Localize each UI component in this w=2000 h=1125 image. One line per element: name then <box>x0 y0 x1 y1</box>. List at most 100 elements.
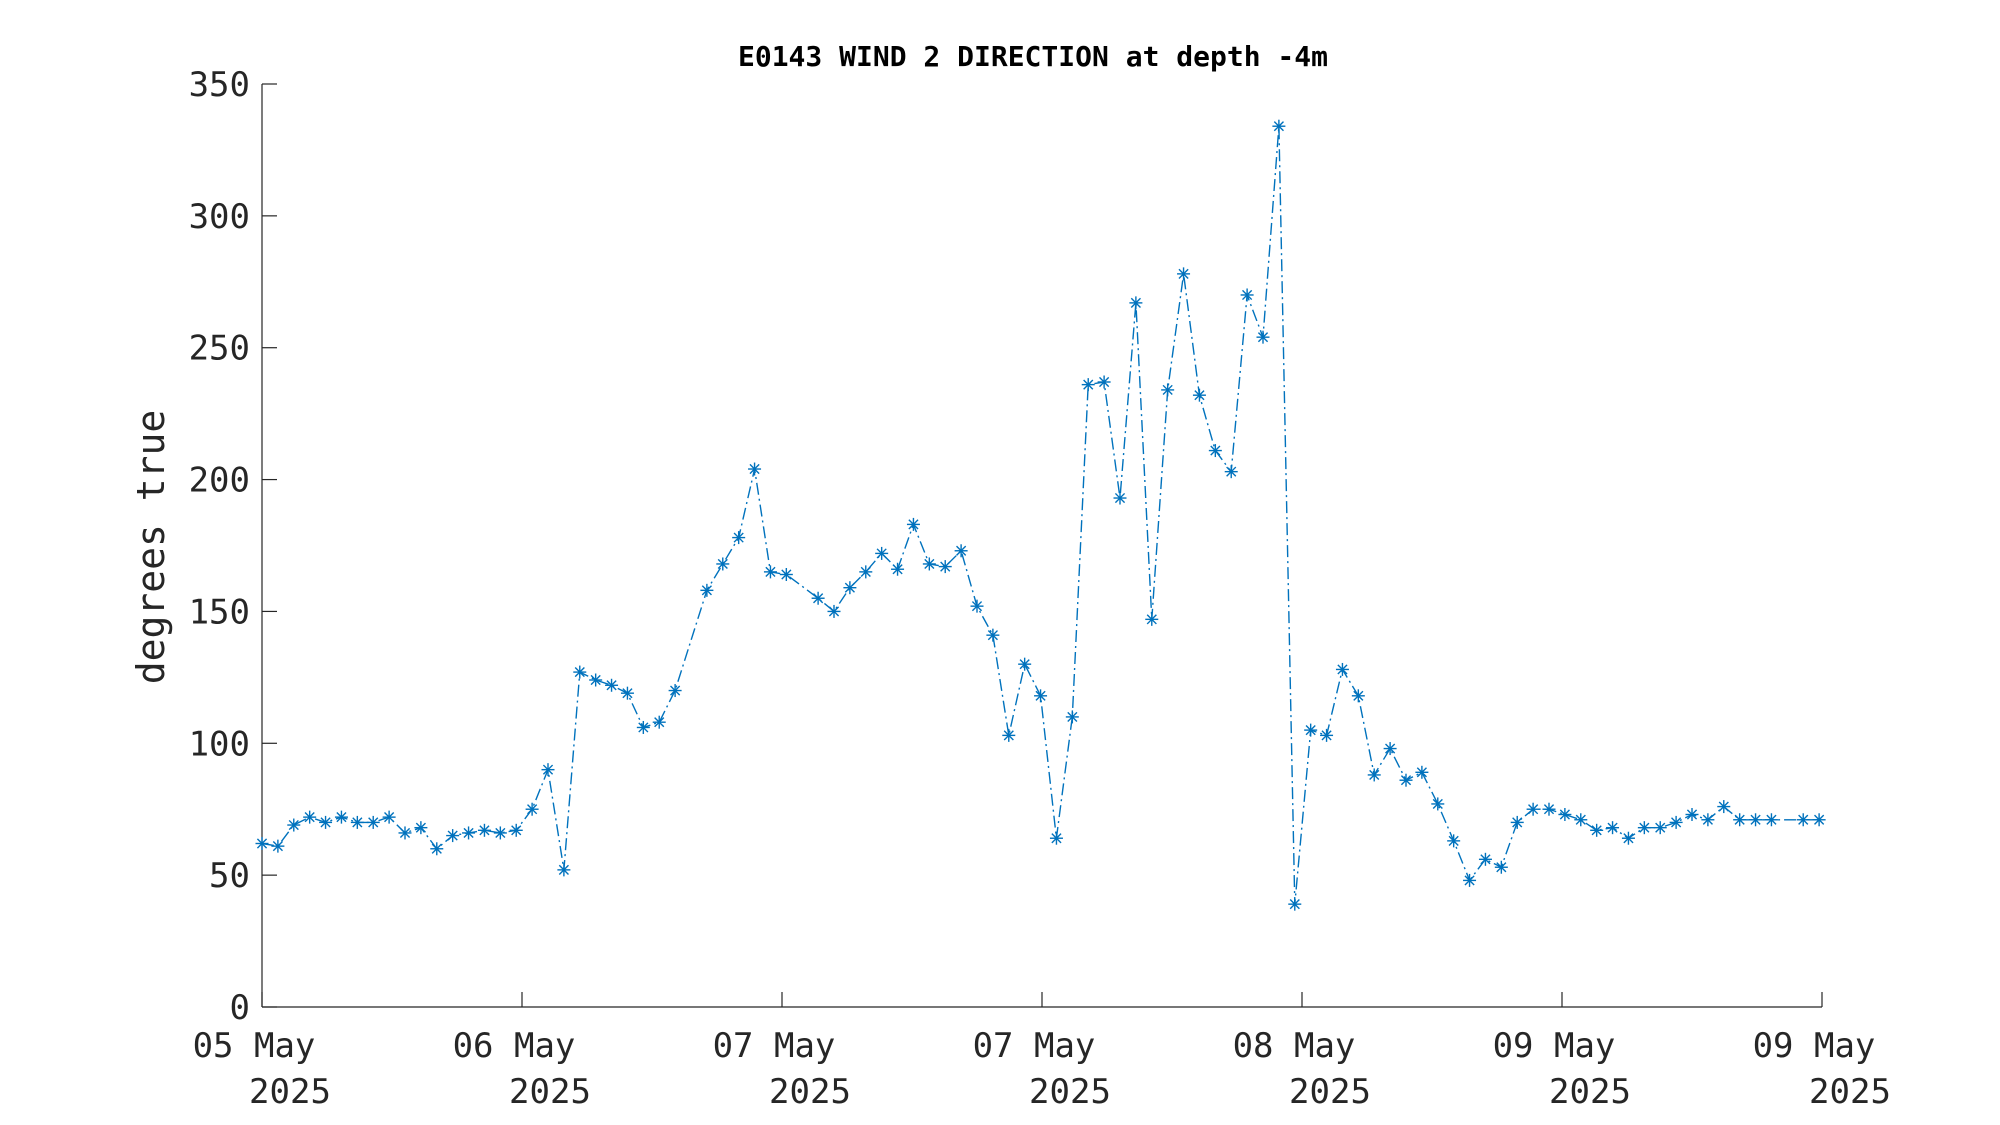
data-point <box>1208 444 1222 458</box>
data-point <box>1288 897 1302 911</box>
data-point <box>906 517 920 531</box>
data-point <box>509 823 523 837</box>
data-point <box>1574 813 1588 827</box>
data-point <box>1383 742 1397 756</box>
data-point <box>1717 800 1731 814</box>
data-point <box>891 562 905 576</box>
x-tick-label-year: 2025 <box>249 1072 331 1112</box>
data-point <box>1367 768 1381 782</box>
x-tick-label-year: 2025 <box>1549 1072 1631 1112</box>
data-point <box>350 815 364 829</box>
data-point <box>748 462 762 476</box>
data-point <box>1685 807 1699 821</box>
data-point <box>811 591 825 605</box>
data-point <box>1463 873 1477 887</box>
data-point <box>922 557 936 571</box>
data-point <box>1097 375 1111 389</box>
x-tick-label-year: 2025 <box>1029 1072 1111 1112</box>
data-point <box>1590 823 1604 837</box>
data-point <box>1399 773 1413 787</box>
data-point <box>1526 802 1540 816</box>
data-point <box>938 560 952 574</box>
data-point <box>1478 852 1492 866</box>
data-point <box>382 810 396 824</box>
data-point <box>1542 802 1556 816</box>
data-point <box>732 531 746 545</box>
data-point <box>827 604 841 618</box>
data-point <box>319 815 333 829</box>
x-tick-label-year: 2025 <box>509 1072 591 1112</box>
data-point <box>1749 813 1763 827</box>
data-point <box>255 836 269 850</box>
x-tick-label-year: 2025 <box>1289 1072 1371 1112</box>
data-point <box>1812 813 1826 827</box>
ticks: 0 50 100 150 200 250 300 350 05 May 2025 06 May 202… <box>189 65 1891 1112</box>
data-point <box>1320 728 1334 742</box>
data-point <box>875 546 889 560</box>
y-tick-label: 250 <box>189 329 250 369</box>
data-point <box>541 763 555 777</box>
data-point <box>525 802 539 816</box>
data-point <box>334 810 348 824</box>
data-point <box>700 583 714 597</box>
data-point <box>271 839 285 853</box>
data-point <box>1653 821 1667 835</box>
y-tick-label: 350 <box>189 65 250 105</box>
data-point <box>1764 813 1778 827</box>
data-point <box>1224 465 1238 479</box>
y-tick-label: 50 <box>209 856 250 896</box>
data-point <box>462 826 476 840</box>
data-point <box>557 863 571 877</box>
data-point <box>1701 813 1715 827</box>
data-point <box>477 823 491 837</box>
data-point <box>970 599 984 613</box>
data-point <box>1351 689 1365 703</box>
data-point <box>636 720 650 734</box>
data-point <box>620 686 634 700</box>
data-point <box>1796 813 1810 827</box>
data-point <box>573 665 587 679</box>
data-point <box>493 826 507 840</box>
data-point <box>1415 765 1429 779</box>
x-tick-label-date: 05 May <box>193 1026 316 1066</box>
data-point <box>843 581 857 595</box>
data-point <box>1256 330 1270 344</box>
data-point <box>605 678 619 692</box>
data-point <box>1335 662 1349 676</box>
data-point <box>652 715 666 729</box>
data-point <box>446 829 460 843</box>
data-point <box>779 568 793 582</box>
data-point <box>1129 296 1143 310</box>
x-tick-label-date: 09 May <box>1493 1026 1616 1066</box>
x-tick-label-date: 09 May <box>1753 1026 1876 1066</box>
data-point <box>398 826 412 840</box>
y-tick-label: 150 <box>189 592 250 632</box>
data-point <box>1177 267 1191 281</box>
data-point <box>1240 288 1254 302</box>
x-tick-label-date: 07 May <box>713 1026 836 1066</box>
x-tick-label-date: 07 May <box>973 1026 1096 1066</box>
data-point <box>1637 821 1651 835</box>
y-tick-label: 0 <box>230 988 250 1028</box>
data-point <box>589 673 603 687</box>
chart-title: E0143 WIND 2 DIRECTION at depth -4m <box>738 40 1328 73</box>
data-point <box>1510 815 1524 829</box>
data-point <box>1558 807 1572 821</box>
data-point <box>1049 831 1063 845</box>
data-point <box>1161 383 1175 397</box>
data-point <box>668 684 682 698</box>
data-point <box>287 818 301 832</box>
data-point <box>1034 689 1048 703</box>
y-tick-label: 200 <box>189 461 250 501</box>
data-series <box>255 119 1826 911</box>
data-point <box>1065 710 1079 724</box>
data-point <box>1081 378 1095 392</box>
data-point <box>366 815 380 829</box>
y-tick-label: 300 <box>189 197 250 237</box>
data-point <box>1669 815 1683 829</box>
data-point <box>1621 831 1635 845</box>
data-point <box>1733 813 1747 827</box>
data-point <box>1113 491 1127 505</box>
data-point <box>1002 728 1016 742</box>
